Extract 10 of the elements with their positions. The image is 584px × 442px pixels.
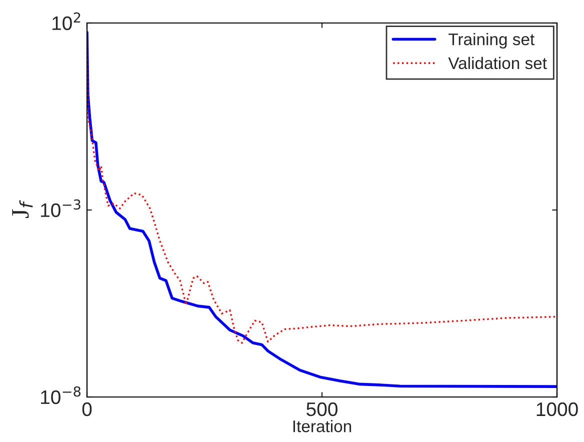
legend-label: Validation set xyxy=(448,56,547,70)
y-tick-label: 10$^{2}$ xyxy=(52,12,80,30)
x-tick-label: 500 xyxy=(306,402,338,416)
x-tick-label: 0 xyxy=(82,402,92,416)
y-axis-title: J$_{f}$ xyxy=(12,200,33,218)
legend-label: Training set xyxy=(448,33,534,49)
y-tick-label: 10$^{−3}$ xyxy=(41,199,80,218)
x-tick-label: 1000 xyxy=(536,402,578,416)
y-tick-label: 10$^{−8}$ xyxy=(41,386,81,404)
x-axis-title: Iteration xyxy=(293,420,352,432)
